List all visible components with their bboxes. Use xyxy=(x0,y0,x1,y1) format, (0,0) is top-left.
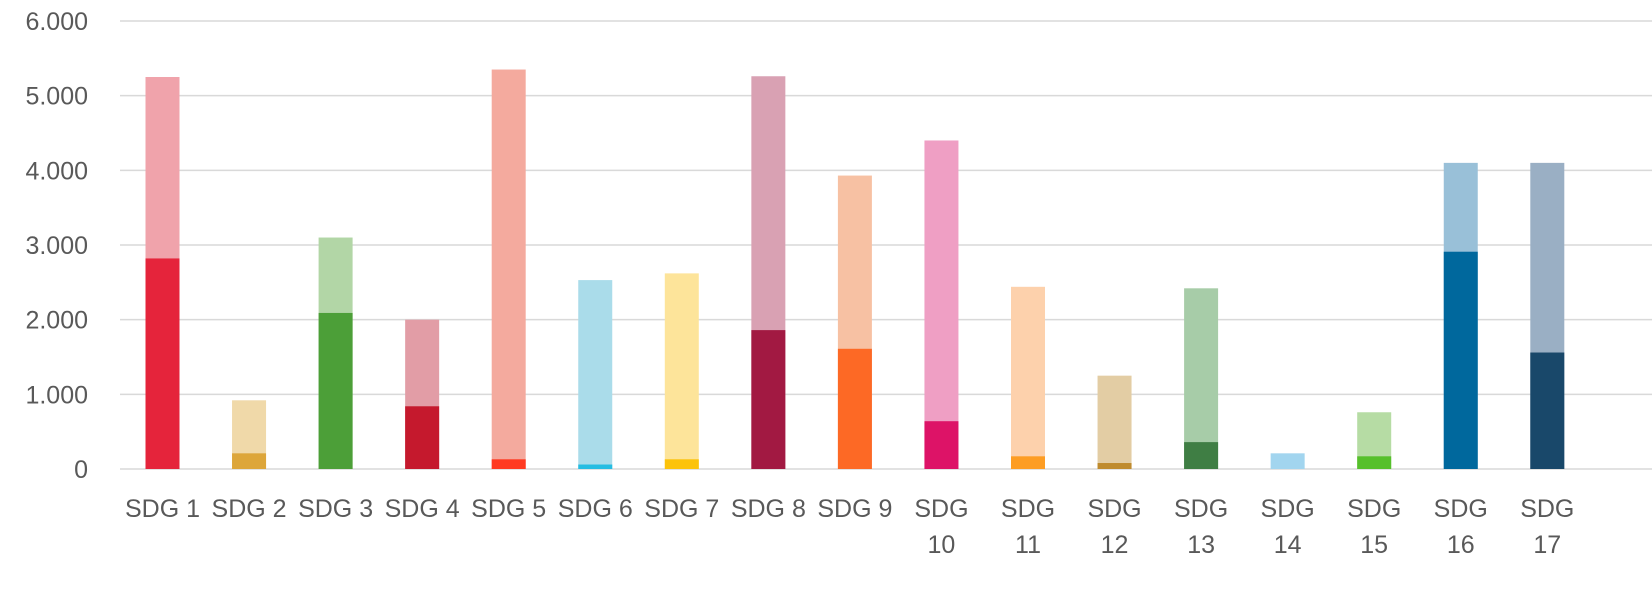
bar-subset xyxy=(1097,463,1132,469)
gridlines xyxy=(120,20,1652,470)
x-tick-label: SDG 9 xyxy=(817,495,892,523)
x-tick-label: SDG xyxy=(1520,495,1574,523)
y-tick-label: 5.000 xyxy=(25,83,88,111)
bar-total xyxy=(1097,375,1132,469)
x-tick-label: SDG 2 xyxy=(212,495,287,523)
x-tick-label: 16 xyxy=(1447,531,1475,559)
x-tick-label: SDG 4 xyxy=(385,495,460,523)
x-tick-label: 14 xyxy=(1274,531,1302,559)
bar-subset xyxy=(1184,442,1219,469)
x-tick-label: SDG xyxy=(1174,495,1228,523)
x-tick-label: SDG xyxy=(1261,495,1315,523)
x-tick-label: SDG xyxy=(914,495,968,523)
y-tick-label: 0 xyxy=(74,456,88,484)
x-tick-label: SDG 3 xyxy=(298,495,373,523)
bar-total xyxy=(924,140,959,469)
y-tick-label: 2.000 xyxy=(25,307,88,335)
bar-subset xyxy=(405,406,440,469)
x-tick-label: SDG 1 xyxy=(125,495,200,523)
x-tick-label: 15 xyxy=(1360,531,1388,559)
bar-subset xyxy=(1011,456,1045,469)
x-axis-tick-labels: SDG 1 SDG 2 SDG 3 SDG 4 SDG 5 SDG 6 SDG 7 SDG 8… xyxy=(125,495,1574,559)
bar-subset xyxy=(1357,456,1392,469)
bars xyxy=(145,69,1565,470)
x-tick-label: 17 xyxy=(1533,531,1561,559)
y-axis-tick-labels: 0 1.000 2.000 3.000 4.000 5.000 6.000 xyxy=(25,8,88,484)
x-tick-label: 12 xyxy=(1101,531,1129,559)
y-tick-label: 1.000 xyxy=(25,381,88,409)
y-tick-label: 3.000 xyxy=(25,232,88,260)
x-tick-label: SDG 5 xyxy=(471,495,546,523)
bar-total xyxy=(1184,288,1219,469)
x-tick-label: 13 xyxy=(1187,531,1215,559)
x-tick-label: SDG 8 xyxy=(731,495,806,523)
bar-subset xyxy=(491,459,526,469)
bar-subset xyxy=(1443,251,1478,469)
x-tick-label: SDG xyxy=(1434,495,1488,523)
bar-subset xyxy=(837,348,872,469)
bar-subset xyxy=(232,453,267,469)
bar-total xyxy=(1270,453,1305,469)
bar-total xyxy=(491,69,526,470)
bar-subset xyxy=(924,421,959,469)
bar-subset xyxy=(751,330,786,469)
x-tick-label: SDG 7 xyxy=(644,495,719,523)
y-tick-label: 6.000 xyxy=(25,8,88,36)
x-tick-label: 11 xyxy=(1015,531,1041,559)
bar-total xyxy=(578,280,613,469)
bar-subset xyxy=(664,459,699,469)
bar-subset xyxy=(578,464,613,469)
x-tick-label: SDG 6 xyxy=(558,495,633,523)
bar-subset xyxy=(1530,352,1565,469)
y-tick-label: 4.000 xyxy=(25,157,88,185)
x-tick-label: 10 xyxy=(928,531,956,559)
bar-subset xyxy=(318,312,353,469)
x-tick-label: SDG xyxy=(1001,495,1055,523)
bar-total xyxy=(1011,286,1045,469)
bar-total xyxy=(664,273,699,469)
x-tick-label: SDG xyxy=(1347,495,1401,523)
bar-subset xyxy=(145,258,180,469)
x-tick-label: SDG xyxy=(1087,495,1141,523)
